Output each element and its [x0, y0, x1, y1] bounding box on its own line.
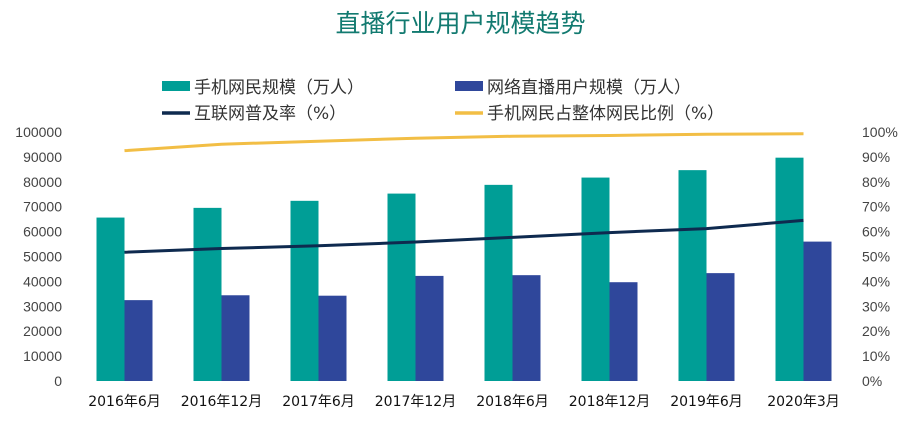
- bar-live-users: [609, 282, 638, 381]
- legend-label: 手机网民规模（万人）: [194, 78, 364, 98]
- legend-label: 互联网普及率（%）: [194, 104, 346, 124]
- y-tick-label: 40000: [23, 273, 62, 289]
- y2-tick-label: 20%: [862, 323, 890, 339]
- bar-mobile-users: [290, 200, 319, 381]
- y2-tick-label: 10%: [862, 348, 890, 364]
- y-tick-label: 0: [54, 373, 62, 389]
- bar-live-users: [221, 295, 250, 381]
- x-tick-label: 2020年3月: [767, 394, 840, 410]
- x-tick-label: 2017年6月: [282, 394, 355, 410]
- bar-live-users: [415, 275, 444, 381]
- y-tick-label: 90000: [23, 149, 62, 165]
- legend-label: 手机网民占整体网民比例（%）: [487, 104, 724, 124]
- y2-tick-label: 40%: [862, 273, 890, 289]
- y-tick-label: 70000: [23, 199, 62, 215]
- y-tick-label: 50000: [23, 249, 62, 265]
- y-tick-label: 10000: [23, 348, 62, 364]
- bar-mobile-users: [193, 207, 222, 381]
- y-tick-label: 100000: [15, 124, 62, 140]
- legend-label: 网络直播用户规模（万人）: [487, 78, 691, 98]
- y-tick-label: 80000: [23, 174, 62, 190]
- y2-tick-label: 90%: [862, 149, 890, 165]
- x-tick-label: 2018年6月: [476, 394, 549, 410]
- x-tick-label: 2016年12月: [181, 394, 262, 410]
- line-penetration-rate: [124, 218, 804, 254]
- y2-tick-label: 70%: [862, 199, 890, 215]
- y-tick-label: 60000: [23, 224, 62, 240]
- bar-mobile-users: [484, 184, 513, 381]
- bar-mobile-users: [678, 170, 707, 381]
- y2-tick-label: 0%: [862, 373, 882, 389]
- y2-tick-label: 80%: [862, 174, 890, 190]
- chart-title: 直播行业用户规模趋势: [335, 9, 586, 38]
- y2-tick-label: 100%: [862, 124, 898, 140]
- line-mobile-share: [124, 132, 804, 153]
- legend-swatch: [455, 81, 483, 91]
- bar-live-users: [803, 241, 832, 381]
- y2-tick-label: 50%: [862, 249, 890, 265]
- y-tick-label: 20000: [23, 323, 62, 339]
- bar-live-users: [706, 273, 735, 381]
- y-tick-label: 30000: [23, 298, 62, 314]
- y2-tick-label: 60%: [862, 224, 890, 240]
- bar-mobile-users: [387, 193, 416, 381]
- x-tick-label: 2018年12月: [569, 394, 650, 410]
- bar-mobile-users: [96, 217, 125, 381]
- bar-live-users: [318, 295, 347, 381]
- x-tick-label: 2017年12月: [375, 394, 456, 410]
- bar-live-users: [124, 300, 153, 381]
- legend-swatch: [162, 81, 190, 91]
- bar-mobile-users: [775, 157, 804, 381]
- bar-mobile-users: [581, 177, 610, 381]
- x-tick-label: 2019年6月: [670, 394, 743, 410]
- y2-tick-label: 30%: [862, 298, 890, 314]
- x-tick-label: 2016年6月: [88, 394, 161, 410]
- bar-live-users: [512, 275, 541, 381]
